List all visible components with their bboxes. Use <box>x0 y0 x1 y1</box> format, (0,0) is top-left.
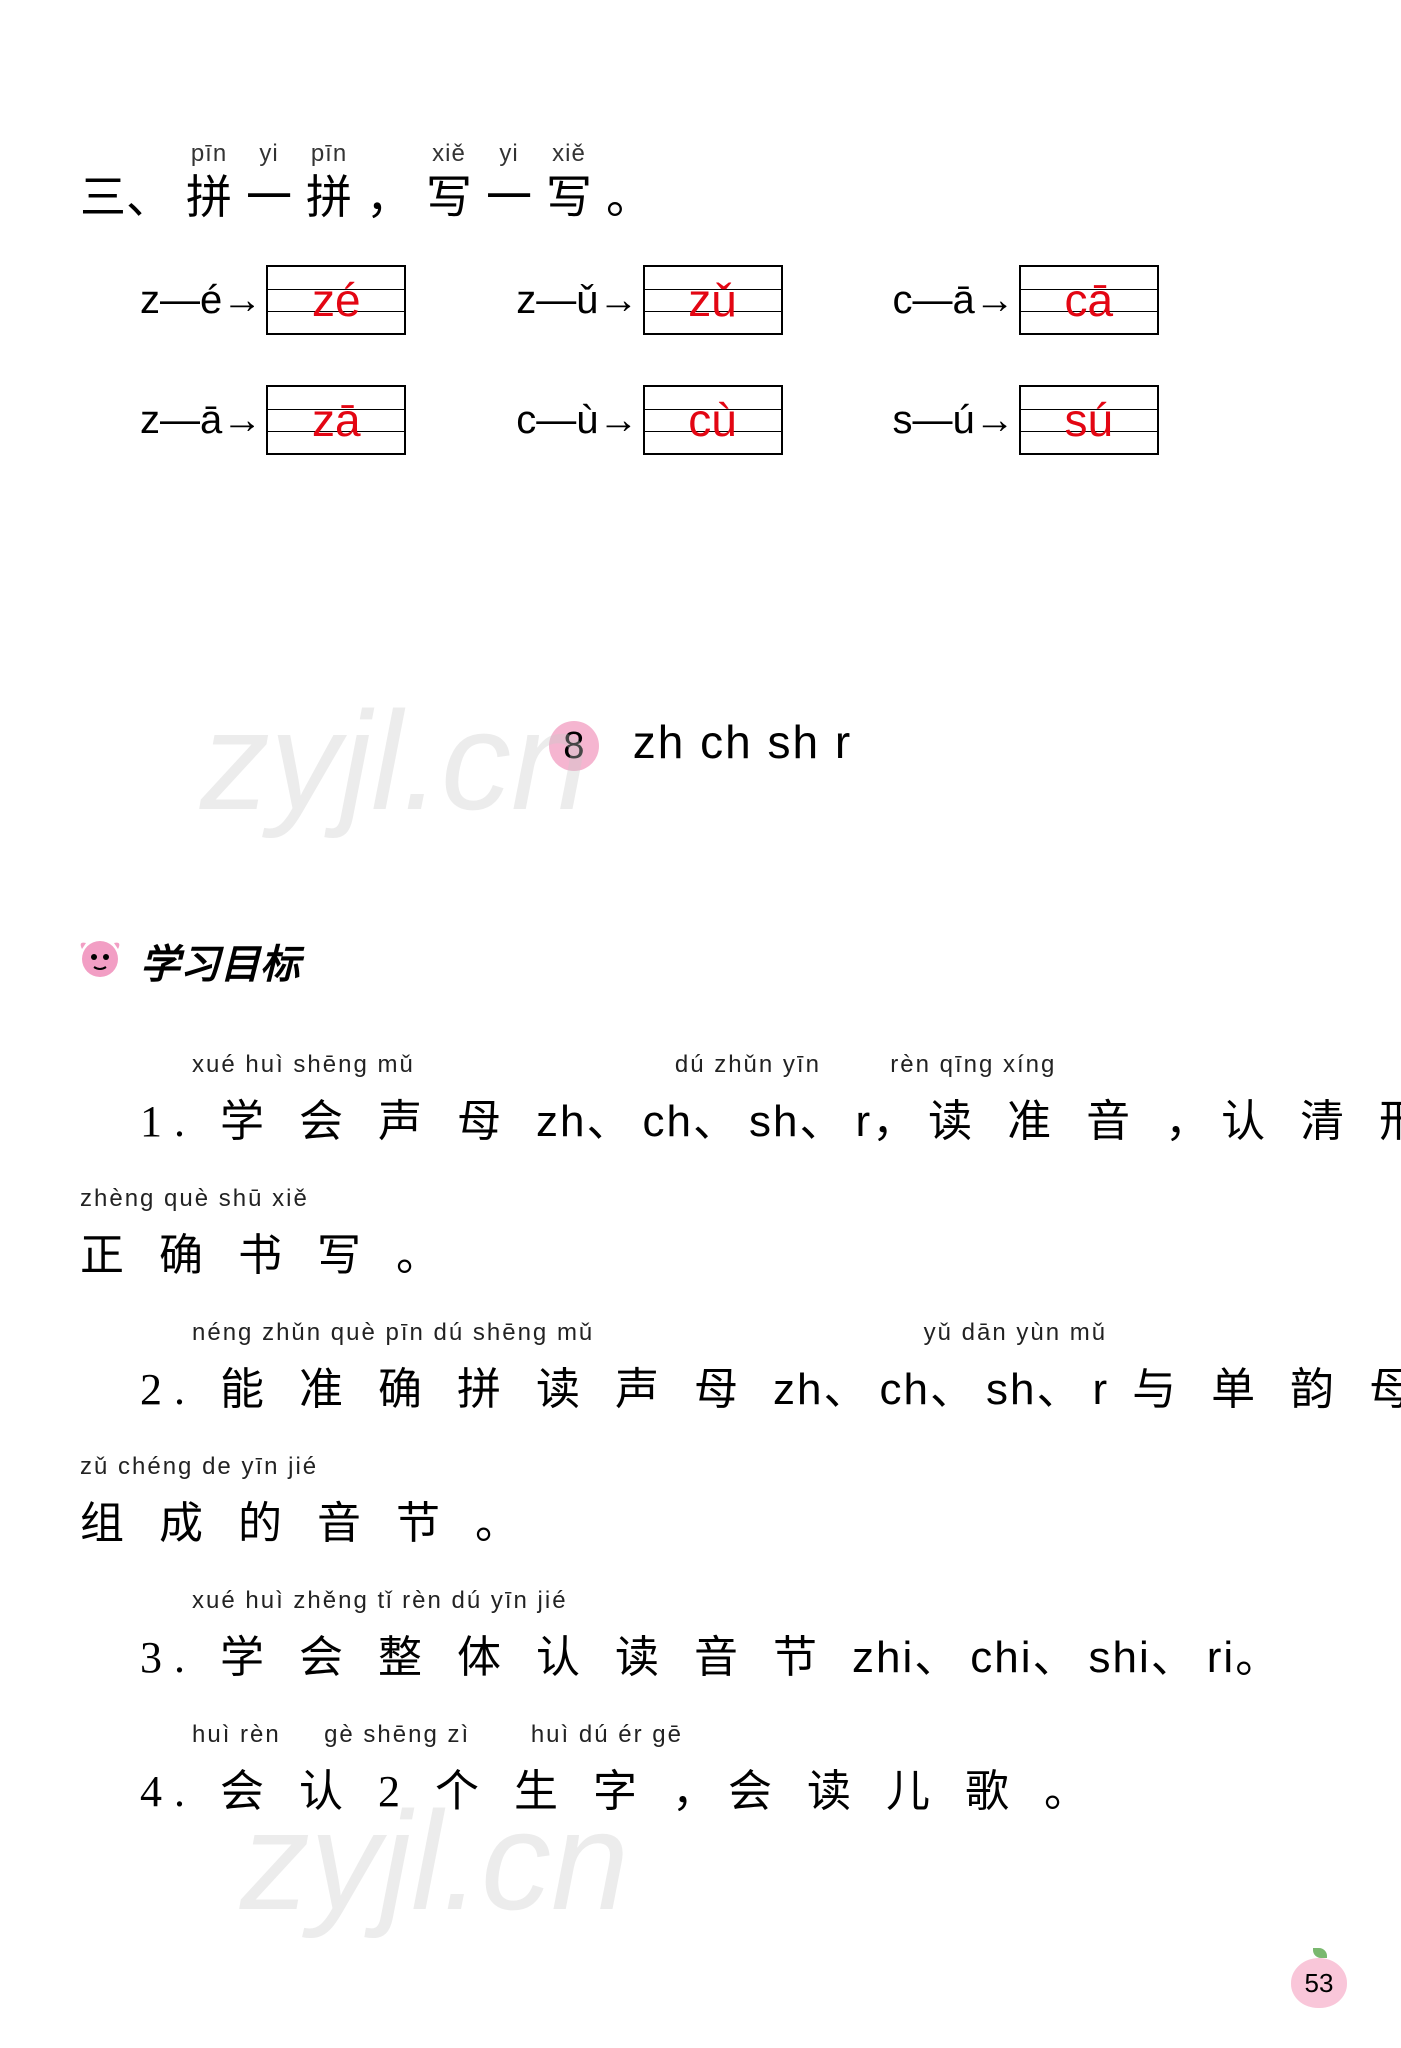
goal-text: 4. 会 认 2 个 生 字 ，会 读 儿 歌 。 <box>140 1755 1321 1819</box>
combo-row: z—ā→ zā c—ù→ cù s—ú→ sú <box>140 385 1321 455</box>
combo-label: z—ā→ <box>140 398 262 443</box>
section-three: 三、 pīn拼 yi一 pīn拼 ， xiě写 yi一 xiě写 。 z—é→ … <box>80 140 1321 455</box>
combo-item: z—ǔ→ zǔ <box>516 265 782 335</box>
lesson-number-badge: 8 <box>549 721 599 771</box>
writing-box[interactable]: sú <box>1019 385 1159 455</box>
goals-list: xué huì shēng mǔ dú zhǔn yīn rèn qīng xí… <box>80 1051 1321 1819</box>
combo-item: c—ù→ cù <box>516 385 782 455</box>
pinyin-combos-grid: z—é→ zé z—ǔ→ zǔ c—ā→ cā z—ā→ zā c—ù→ cù <box>140 265 1321 455</box>
mascot-icon <box>70 931 130 991</box>
goal-line: zǔ chéng de yīn jié 组 成 的 音 节 。 <box>80 1453 1321 1551</box>
goal-line: zhèng què shū xiě 正 确 书 写 。 <box>80 1185 1321 1283</box>
goal-text: 正 确 书 写 。 <box>80 1219 1321 1283</box>
answer: cù <box>688 397 737 443</box>
answer: zé <box>312 277 361 323</box>
writing-box[interactable]: zé <box>266 265 406 335</box>
combo-label: z—ǔ→ <box>516 278 638 323</box>
heading-num: 三、 <box>80 170 172 225</box>
answer: zǔ <box>688 277 737 323</box>
combo-item: z—é→ zé <box>140 265 406 335</box>
apple-icon: 53 <box>1291 1958 1347 2008</box>
answer: sú <box>1064 397 1113 443</box>
combo-label: s—ú→ <box>893 398 1015 443</box>
goals-title: 学习目标 <box>140 932 300 990</box>
goal-text: 2. 能 准 确 拼 读 声 母 zh、ch、sh、r 与 单 韵 母 <box>140 1353 1321 1417</box>
combo-label: c—ù→ <box>516 398 638 443</box>
lesson-title: 8 zh ch sh r <box>80 715 1321 771</box>
goal-text: 组 成 的 音 节 。 <box>80 1487 1321 1551</box>
goal-pinyin: xué huì shēng mǔ dú zhǔn yīn rèn qīng xí… <box>140 1051 1321 1079</box>
goal-line: huì rèn gè shēng zì huì dú ér gē 4. 会 认 2… <box>140 1721 1321 1819</box>
lesson-letters: zh ch sh r <box>633 716 852 768</box>
goal-pinyin: xué huì zhěng tǐ rèn dú yīn jié <box>140 1587 1321 1615</box>
goal-line: xué huì shēng mǔ dú zhǔn yīn rèn qīng xí… <box>140 1051 1321 1149</box>
combo-label: c—ā→ <box>893 278 1015 323</box>
combo-item: c—ā→ cā <box>893 265 1159 335</box>
combo-item: s—ú→ sú <box>893 385 1159 455</box>
combo-label: z—é→ <box>140 278 262 323</box>
goal-text: 1. 学 会 声 母 zh、ch、sh、r，读 准 音 ，认 清 形 ， <box>140 1085 1321 1149</box>
writing-box[interactable]: cù <box>643 385 783 455</box>
writing-box[interactable]: zǔ <box>643 265 783 335</box>
goals-header: 学习目标 <box>70 931 1321 991</box>
combo-item: z—ā→ zā <box>140 385 406 455</box>
goal-line: xué huì zhěng tǐ rèn dú yīn jié 3. 学 会 整 … <box>140 1587 1321 1685</box>
goal-pinyin: néng zhǔn què pīn dú shēng mǔ yǔ dān yùn… <box>140 1319 1321 1347</box>
writing-box[interactable]: cā <box>1019 265 1159 335</box>
goal-pinyin: zǔ chéng de yīn jié <box>80 1453 1321 1481</box>
answer: cā <box>1064 277 1113 323</box>
goal-pinyin: zhèng què shū xiě <box>80 1185 1321 1213</box>
goal-line: néng zhǔn què pīn dú shēng mǔ yǔ dān yùn… <box>140 1319 1321 1417</box>
goal-pinyin: huì rèn gè shēng zì huì dú ér gē <box>140 1721 1321 1749</box>
page-number: 53 <box>1305 1968 1334 1999</box>
page-number-badge: 53 <box>1291 1958 1351 2018</box>
goal-text: 3. 学 会 整 体 认 读 音 节 zhi、chi、shi、ri。 <box>140 1621 1321 1685</box>
combo-row: z—é→ zé z—ǔ→ zǔ c—ā→ cā <box>140 265 1321 335</box>
writing-box[interactable]: zā <box>266 385 406 455</box>
answer: zā <box>312 397 361 443</box>
section-heading: 三、 pīn拼 yi一 pīn拼 ， xiě写 yi一 xiě写 。 <box>80 140 1321 225</box>
